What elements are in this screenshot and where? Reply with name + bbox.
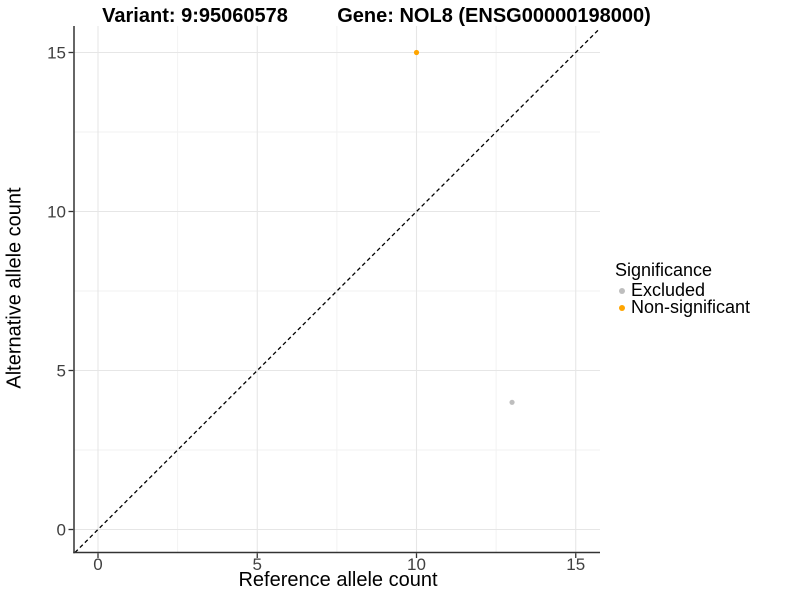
y-tick-label: 0 [57,521,66,540]
x-tick-label: 15 [566,555,585,574]
x-axis-title: Reference allele count [238,569,438,591]
y-tick-label: 15 [47,44,66,63]
identity-reference-line [74,27,601,553]
data-point-non-significant [413,49,420,56]
y-tick-label: 5 [57,362,66,381]
data-point-excluded [509,399,515,405]
variant-title: Variant: 9:95060578 [102,5,288,27]
x-tick-label: 5 [253,555,262,574]
y-tick-label: 10 [47,203,66,222]
legend-swatch-excluded [619,287,625,294]
legend-title: Significance [615,260,713,280]
legend-item-label: Excluded [631,280,706,300]
x-tick-label: 10 [407,555,426,574]
legend-item-non-significant: Non-significant [615,297,751,317]
legend: Significance Excluded Non-significant [615,260,751,317]
legend-item-label: Non-significant [631,297,751,317]
legend-swatch-non-significant [619,304,625,311]
x-tick-label: 0 [93,555,102,574]
legend-item-excluded: Excluded [615,280,750,300]
gene-title: Gene: NOL8 (ENSG00000198000) [337,5,651,27]
y-axis-title: Alternative allele count [3,187,26,389]
